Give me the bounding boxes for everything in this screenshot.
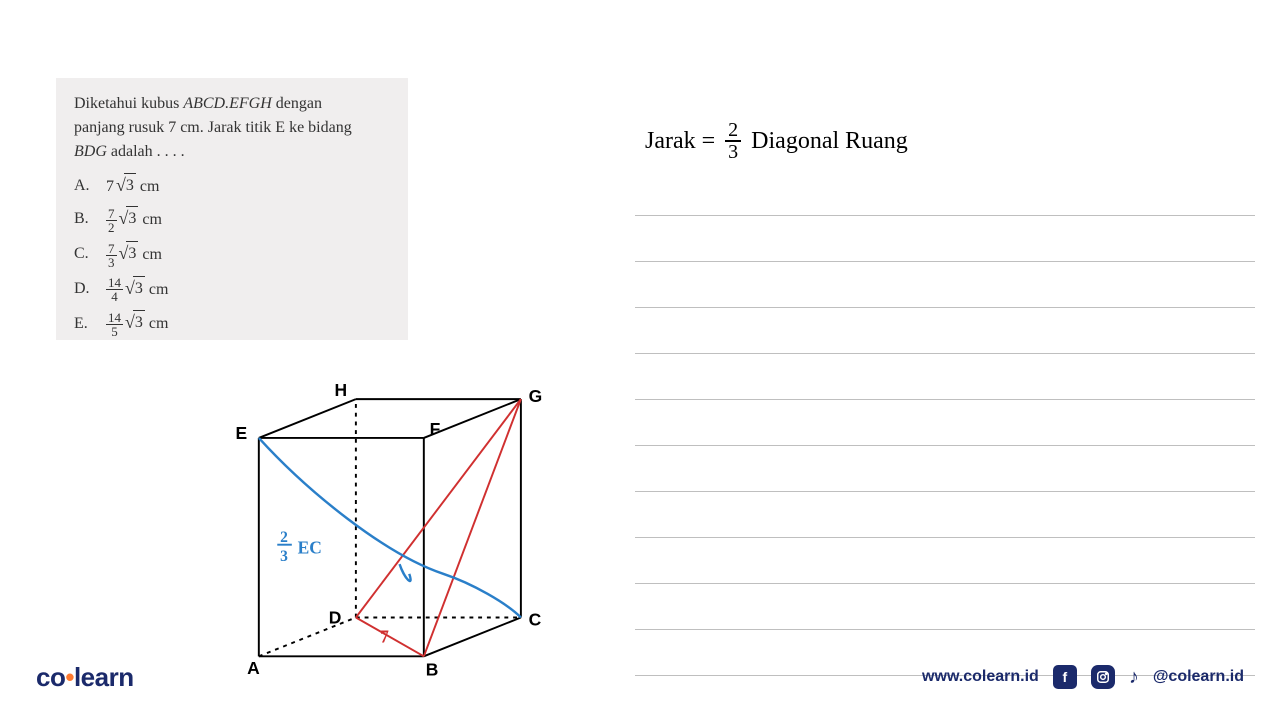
ruled-line [635, 170, 1255, 216]
tiktok-icon: ♪ [1129, 666, 1139, 689]
ruled-line [635, 262, 1255, 308]
unit: cm [142, 246, 162, 263]
footer-url: www.colearn.id [922, 668, 1039, 686]
option-value: 73√3 cm [106, 240, 162, 269]
ruled-line [635, 538, 1255, 584]
svg-text:D: D [329, 607, 342, 627]
hw-suffix: Diagonal Ruang [751, 128, 908, 155]
ruled-line [635, 354, 1255, 400]
prompt-text-2: panjang rusuk 7 cm. Jarak titik E ke bid… [74, 119, 352, 136]
footer-handle: @colearn.id [1153, 668, 1244, 686]
option-d: D. 144√3 cm [74, 275, 390, 304]
prompt-cubes: ABCD.EFGH [183, 95, 271, 112]
unit: cm [149, 315, 169, 332]
option-label: D. [74, 277, 94, 301]
option-a: A. 7√3 cm [74, 172, 390, 199]
handwriting-formula: Jarak = 2 3 Diagonal Ruang [635, 120, 1255, 162]
hw-prefix: Jarak = [645, 128, 715, 155]
ruled-line [635, 492, 1255, 538]
ruled-line [635, 216, 1255, 262]
ruled-line [635, 446, 1255, 492]
svg-text:3: 3 [280, 548, 288, 565]
svg-text:F: F [430, 419, 441, 439]
svg-text:EC: EC [298, 537, 322, 557]
question-box: Diketahui kubus ABCD.EFGH dengan panjang… [56, 78, 408, 340]
unit: cm [140, 178, 160, 195]
svg-text:E: E [236, 423, 248, 443]
footer: co•learn www.colearn.id f ♪ @colearn.id [0, 652, 1280, 702]
ruled-line [635, 400, 1255, 446]
option-value: 145√3 cm [106, 309, 168, 338]
logo-learn: learn [74, 662, 134, 692]
instagram-icon [1091, 665, 1115, 689]
svg-text:G: G [529, 386, 543, 406]
option-label: B. [74, 207, 94, 231]
prompt-text-1: Diketahui kubus [74, 95, 183, 112]
ruled-lines-container [635, 170, 1255, 676]
prompt-text-1b: dengan [272, 95, 322, 112]
unit: cm [142, 211, 162, 228]
ruled-line [635, 308, 1255, 354]
whole-num: 7 [106, 178, 114, 195]
logo-co: co [36, 662, 65, 692]
svg-text:2: 2 [280, 529, 288, 546]
cube-diagram: ABCDEFGH23EC7 [220, 370, 550, 700]
footer-right: www.colearn.id f ♪ @colearn.id [922, 665, 1244, 689]
question-prompt: Diketahui kubus ABCD.EFGH dengan panjang… [74, 92, 390, 164]
option-e: E. 145√3 cm [74, 309, 390, 338]
brand-logo: co•learn [36, 662, 134, 693]
prompt-text-3: adalah . . . . [107, 143, 185, 160]
svg-text:C: C [529, 609, 542, 629]
svg-text:H: H [335, 380, 348, 400]
hw-fraction: 2 3 [725, 120, 741, 162]
option-value: 144√3 cm [106, 275, 168, 304]
option-value: 72√3 cm [106, 205, 162, 234]
option-value: 7√3 cm [106, 172, 159, 199]
notes-area: Jarak = 2 3 Diagonal Ruang [635, 120, 1255, 676]
option-b: B. 72√3 cm [74, 205, 390, 234]
unit: cm [149, 281, 169, 298]
facebook-icon: f [1053, 665, 1077, 689]
option-c: C. 73√3 cm [74, 240, 390, 269]
logo-dot: • [65, 662, 74, 692]
option-label: C. [74, 242, 94, 266]
svg-text:7: 7 [380, 627, 389, 647]
prompt-bdg: BDG [74, 143, 107, 160]
option-label: A. [74, 174, 94, 198]
option-label: E. [74, 312, 94, 336]
ruled-line [635, 584, 1255, 630]
